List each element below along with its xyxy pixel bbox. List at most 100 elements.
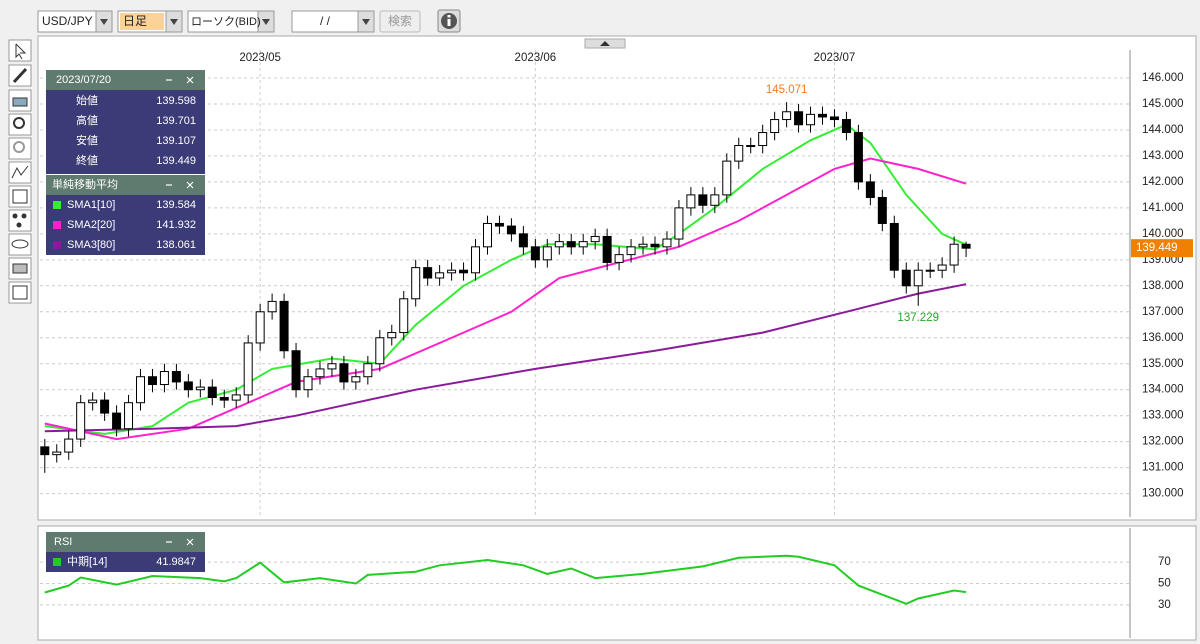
tool-settings[interactable] <box>8 209 32 232</box>
y-tick-label: 131.000 <box>1142 462 1184 474</box>
close[interactable] <box>186 181 194 189</box>
candle-body <box>315 368 325 378</box>
candle-body <box>806 113 816 126</box>
candle-body <box>626 246 636 256</box>
period: 日足 <box>123 14 147 28</box>
ohlc-label: 安値 <box>76 133 98 147</box>
candle-body <box>64 438 74 453</box>
y-tick-label: 144.000 <box>1142 124 1184 136</box>
panel-body <box>46 195 205 255</box>
ohlc-label: 終値 <box>76 153 98 167</box>
panel-body <box>46 90 205 174</box>
candle-body <box>530 246 540 261</box>
ohlc-value: 139.701 <box>156 115 196 127</box>
candle-body <box>291 350 301 391</box>
icon <box>11 239 29 249</box>
rsi-title: RSI <box>54 536 72 548</box>
icon <box>12 189 28 204</box>
candle-body <box>399 298 409 334</box>
tool-table[interactable] <box>8 185 32 208</box>
y-tick-label: 136.000 <box>1142 332 1184 344</box>
candle-body <box>722 160 732 196</box>
tool-cursor[interactable] <box>8 39 32 62</box>
y-tick-label: 142.000 <box>1142 176 1184 188</box>
candle-body <box>279 300 289 352</box>
x-tick-label: 2023/07 <box>814 52 856 64</box>
candle-body <box>447 269 457 274</box>
tool-grid[interactable] <box>8 281 32 304</box>
candle-body <box>901 269 911 287</box>
candle-body <box>88 399 98 404</box>
y-tick-label: 140.000 <box>1142 228 1184 240</box>
candle-body <box>518 233 528 248</box>
candle-body <box>351 376 361 383</box>
arrow <box>600 41 610 46</box>
legend-swatch <box>53 241 61 249</box>
search-button[interactable] <box>379 10 421 33</box>
icon <box>12 213 18 219</box>
candle-body <box>770 119 780 134</box>
candle-body <box>746 145 756 148</box>
toolbar: USD/JPY 日足 ローソク(BID) / / 検索 <box>37 9 461 33</box>
candle-body <box>650 243 660 248</box>
candle-body <box>877 196 887 224</box>
candle-body <box>423 267 433 279</box>
close[interactable] <box>186 538 194 546</box>
candle-body <box>267 300 277 313</box>
candle-body <box>219 397 229 401</box>
arrow <box>170 19 178 25</box>
candle-body <box>195 386 205 391</box>
chart-type: ローソク(BID) <box>191 15 261 28</box>
candle-body <box>782 111 792 121</box>
close[interactable] <box>186 76 194 84</box>
info-icon <box>447 19 451 26</box>
candle-body <box>494 222 504 227</box>
icon <box>13 141 25 153</box>
y-tick-label: 130.000 <box>1142 488 1184 500</box>
legend-name: SMA3[80] <box>67 239 115 251</box>
candle-body <box>662 238 672 248</box>
candle-body <box>925 269 935 272</box>
icon <box>11 165 29 179</box>
ohlc-label: 高値 <box>76 113 98 127</box>
candle-body <box>243 342 253 396</box>
candle-body <box>913 269 923 287</box>
panel-header <box>46 70 205 90</box>
candle-body <box>578 241 588 248</box>
candle-body <box>147 376 157 386</box>
icon <box>12 285 28 300</box>
candle-body <box>734 145 744 162</box>
candle-body <box>710 194 720 206</box>
candle-body <box>471 246 481 274</box>
candle-body <box>411 267 421 300</box>
y-tick-label: 133.000 <box>1142 410 1184 422</box>
candle-body <box>841 119 851 134</box>
legend-swatch <box>53 558 61 566</box>
candle-body <box>698 194 708 206</box>
candle-body <box>255 311 265 344</box>
y-tick-label: 135.000 <box>1142 358 1184 370</box>
icon <box>15 43 27 60</box>
candle-body <box>52 451 62 456</box>
candle-body <box>136 376 146 404</box>
y-tick-label: 70 <box>1158 556 1171 568</box>
icon <box>16 222 22 228</box>
x-tick-label: 2023/06 <box>515 52 557 64</box>
candle-body <box>853 132 863 183</box>
y-tick-label: 146.000 <box>1142 72 1184 84</box>
highlight <box>120 13 164 30</box>
tool-view[interactable] <box>8 233 32 256</box>
candle-body <box>387 332 397 339</box>
candle-body <box>590 235 600 243</box>
legend-value: 41.9847 <box>156 556 196 568</box>
candle-body <box>602 235 612 263</box>
icon <box>13 117 25 129</box>
legend-value: 141.932 <box>156 219 196 231</box>
candle-body <box>339 363 349 383</box>
candle-body <box>183 381 193 391</box>
arrow <box>262 19 270 25</box>
ohlc-label: 始値 <box>76 93 98 107</box>
candle-body <box>674 207 684 240</box>
candle-body <box>100 399 110 414</box>
